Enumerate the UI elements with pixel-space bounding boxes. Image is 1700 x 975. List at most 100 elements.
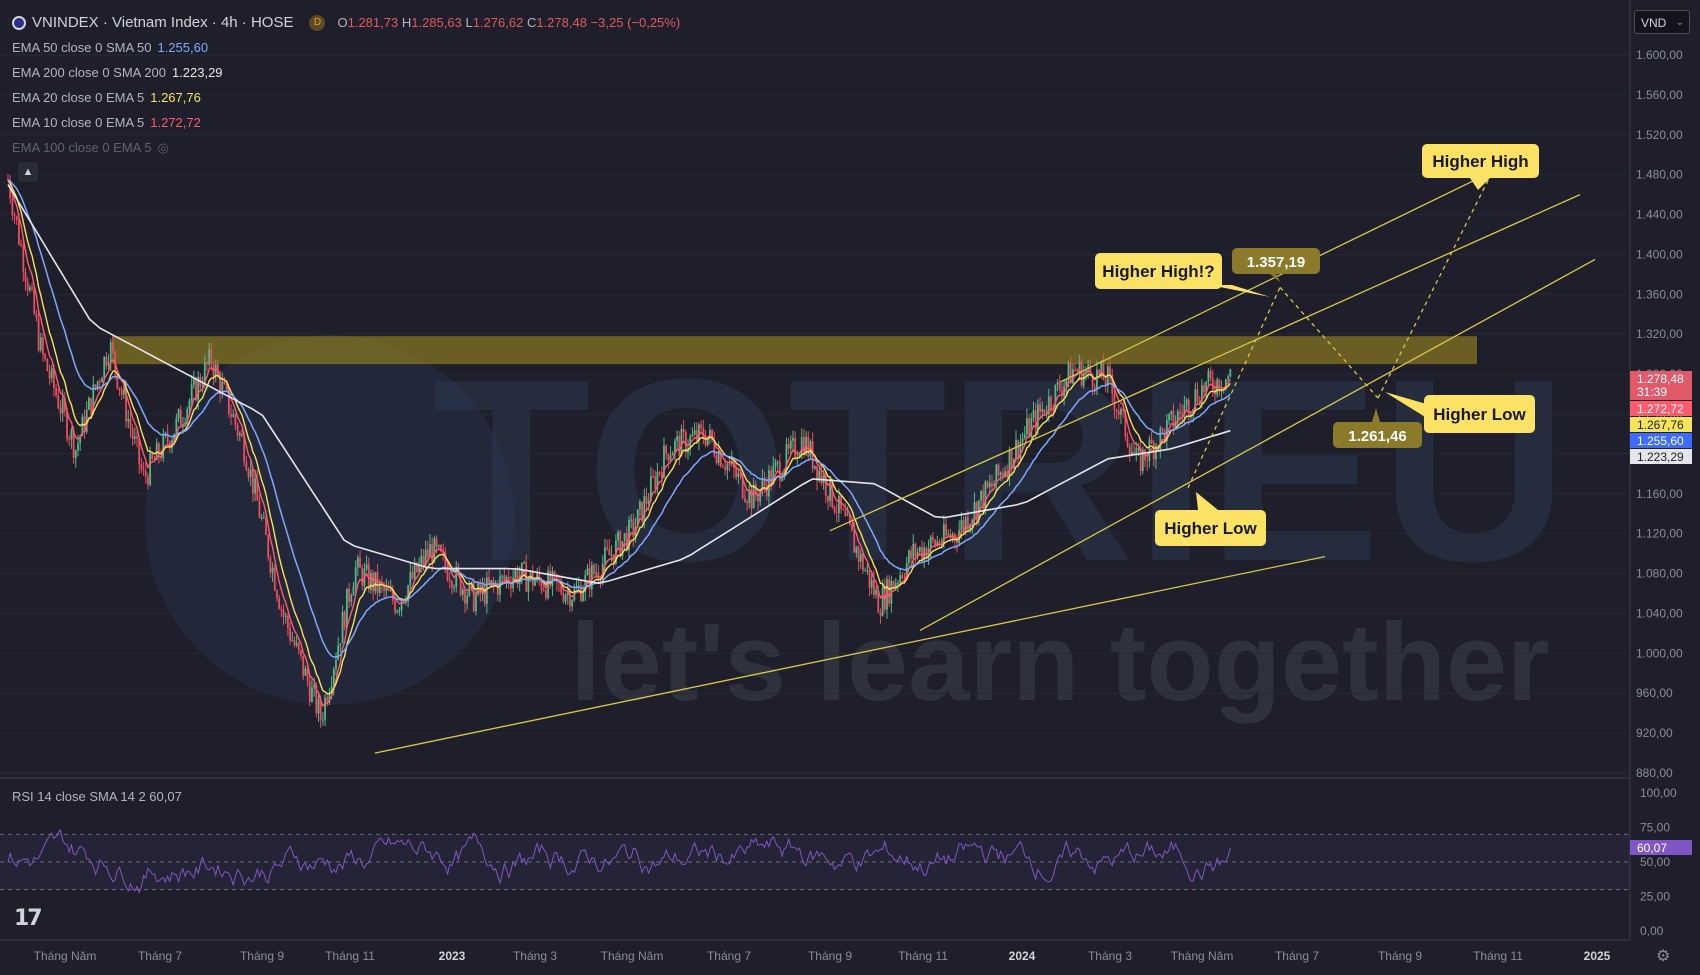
candle-body[interactable] [400,600,403,610]
candle-body[interactable] [337,645,340,660]
candle-body[interactable] [455,566,458,588]
candle-body[interactable] [230,414,232,417]
candle-body[interactable] [654,476,657,490]
candle-body[interactable] [768,470,770,497]
candle-body[interactable] [982,490,985,509]
price-tag-last[interactable] [1630,371,1692,400]
candle-body[interactable] [57,395,60,409]
candle-body[interactable] [1104,380,1107,386]
ema10-line[interactable] [7,179,1231,708]
candle-body[interactable] [1109,366,1111,375]
candle-body[interactable] [713,439,716,456]
candle-body[interactable] [870,580,873,588]
projection-final-dashed[interactable] [1377,176,1491,399]
candle-body[interactable] [785,444,788,470]
candle-body[interactable] [370,573,372,590]
candle-body[interactable] [803,437,805,455]
candle-body[interactable] [149,453,152,485]
candle-body[interactable] [763,478,766,486]
candle-body[interactable] [597,572,600,579]
gear-icon[interactable]: ⚙ [1656,948,1671,965]
candle-body[interactable] [389,589,392,591]
candle-body[interactable] [1026,418,1028,435]
candle-body[interactable] [774,462,777,466]
candle-body[interactable] [1017,440,1020,459]
candle-body[interactable] [505,576,508,580]
candle-body[interactable] [114,351,117,371]
candle-body[interactable] [22,245,25,273]
candle-body[interactable] [1008,450,1011,477]
candle-body[interactable] [897,582,899,584]
candle-body[interactable] [365,564,368,569]
candle-body[interactable] [604,547,606,564]
candle-body[interactable] [20,243,23,246]
candle-body[interactable] [1137,447,1140,449]
candle-body[interactable] [1093,386,1096,390]
candle-body[interactable] [993,484,996,487]
candle-body[interactable] [339,643,342,646]
candle-body[interactable] [13,214,16,217]
candle-body[interactable] [960,519,963,531]
candle-body[interactable] [284,615,287,617]
collapse-legend-button[interactable]: ▲ [18,162,38,182]
candle-body[interactable] [411,571,414,579]
candle-body[interactable] [617,532,619,541]
candle-body[interactable] [743,497,746,502]
eye-hidden-icon[interactable]: ◎ [157,140,169,155]
candle-body[interactable] [1133,452,1135,454]
candle-body[interactable] [925,547,928,559]
candle-body[interactable] [424,549,427,566]
candle-body[interactable] [50,368,53,379]
candle-body[interactable] [984,481,987,509]
candle-body[interactable] [516,570,519,585]
candle-body[interactable] [833,506,836,513]
candle-body[interactable] [632,519,635,537]
candle-body[interactable] [407,585,410,602]
candle-body[interactable] [420,555,423,564]
candle-body[interactable] [759,490,762,502]
candle-body[interactable] [934,539,937,546]
candle-body[interactable] [798,454,801,458]
candle-body[interactable] [203,362,206,386]
candle-body[interactable] [879,612,882,616]
candle-body[interactable] [147,476,149,485]
candle-body[interactable] [98,381,101,383]
candle-body[interactable] [304,668,307,676]
candle-body[interactable] [835,512,838,514]
price-tag-ema200[interactable] [1630,449,1692,464]
candle-body[interactable] [1207,370,1210,382]
candle-body[interactable] [429,543,431,557]
candle-body[interactable] [122,389,125,395]
candle-body[interactable] [691,434,694,437]
candle-body[interactable] [754,484,757,496]
candle-body[interactable] [560,582,563,594]
ema20-line[interactable] [7,179,1231,695]
candle-body[interactable] [409,571,412,586]
price-tag-ema50[interactable] [1630,433,1692,448]
candle-body[interactable] [214,364,217,378]
candle-body[interactable] [698,424,700,442]
candle-body[interactable] [258,500,261,518]
candle-body[interactable] [297,642,300,651]
candle-body[interactable] [956,540,958,544]
candle-body[interactable] [192,378,195,385]
candle-body[interactable] [359,557,361,568]
price-tag-ema10[interactable] [1630,401,1692,416]
candle-body[interactable] [138,438,141,465]
candle-body[interactable] [464,589,466,604]
candle-body[interactable] [1067,362,1070,380]
candle-body[interactable] [241,433,243,437]
candle-body[interactable] [136,436,138,439]
candle-body[interactable] [807,436,810,457]
candle-body[interactable] [1028,418,1031,437]
candle-body[interactable] [254,478,256,494]
candle-body[interactable] [855,547,858,553]
candle-body[interactable] [1089,364,1092,375]
candle-body[interactable] [66,411,68,439]
candle-body[interactable] [282,609,285,617]
candle-body[interactable] [343,611,346,628]
candle-body[interactable] [593,565,595,574]
candle-body[interactable] [794,437,797,458]
candle-body[interactable] [527,578,530,592]
candle-body[interactable] [595,572,598,574]
